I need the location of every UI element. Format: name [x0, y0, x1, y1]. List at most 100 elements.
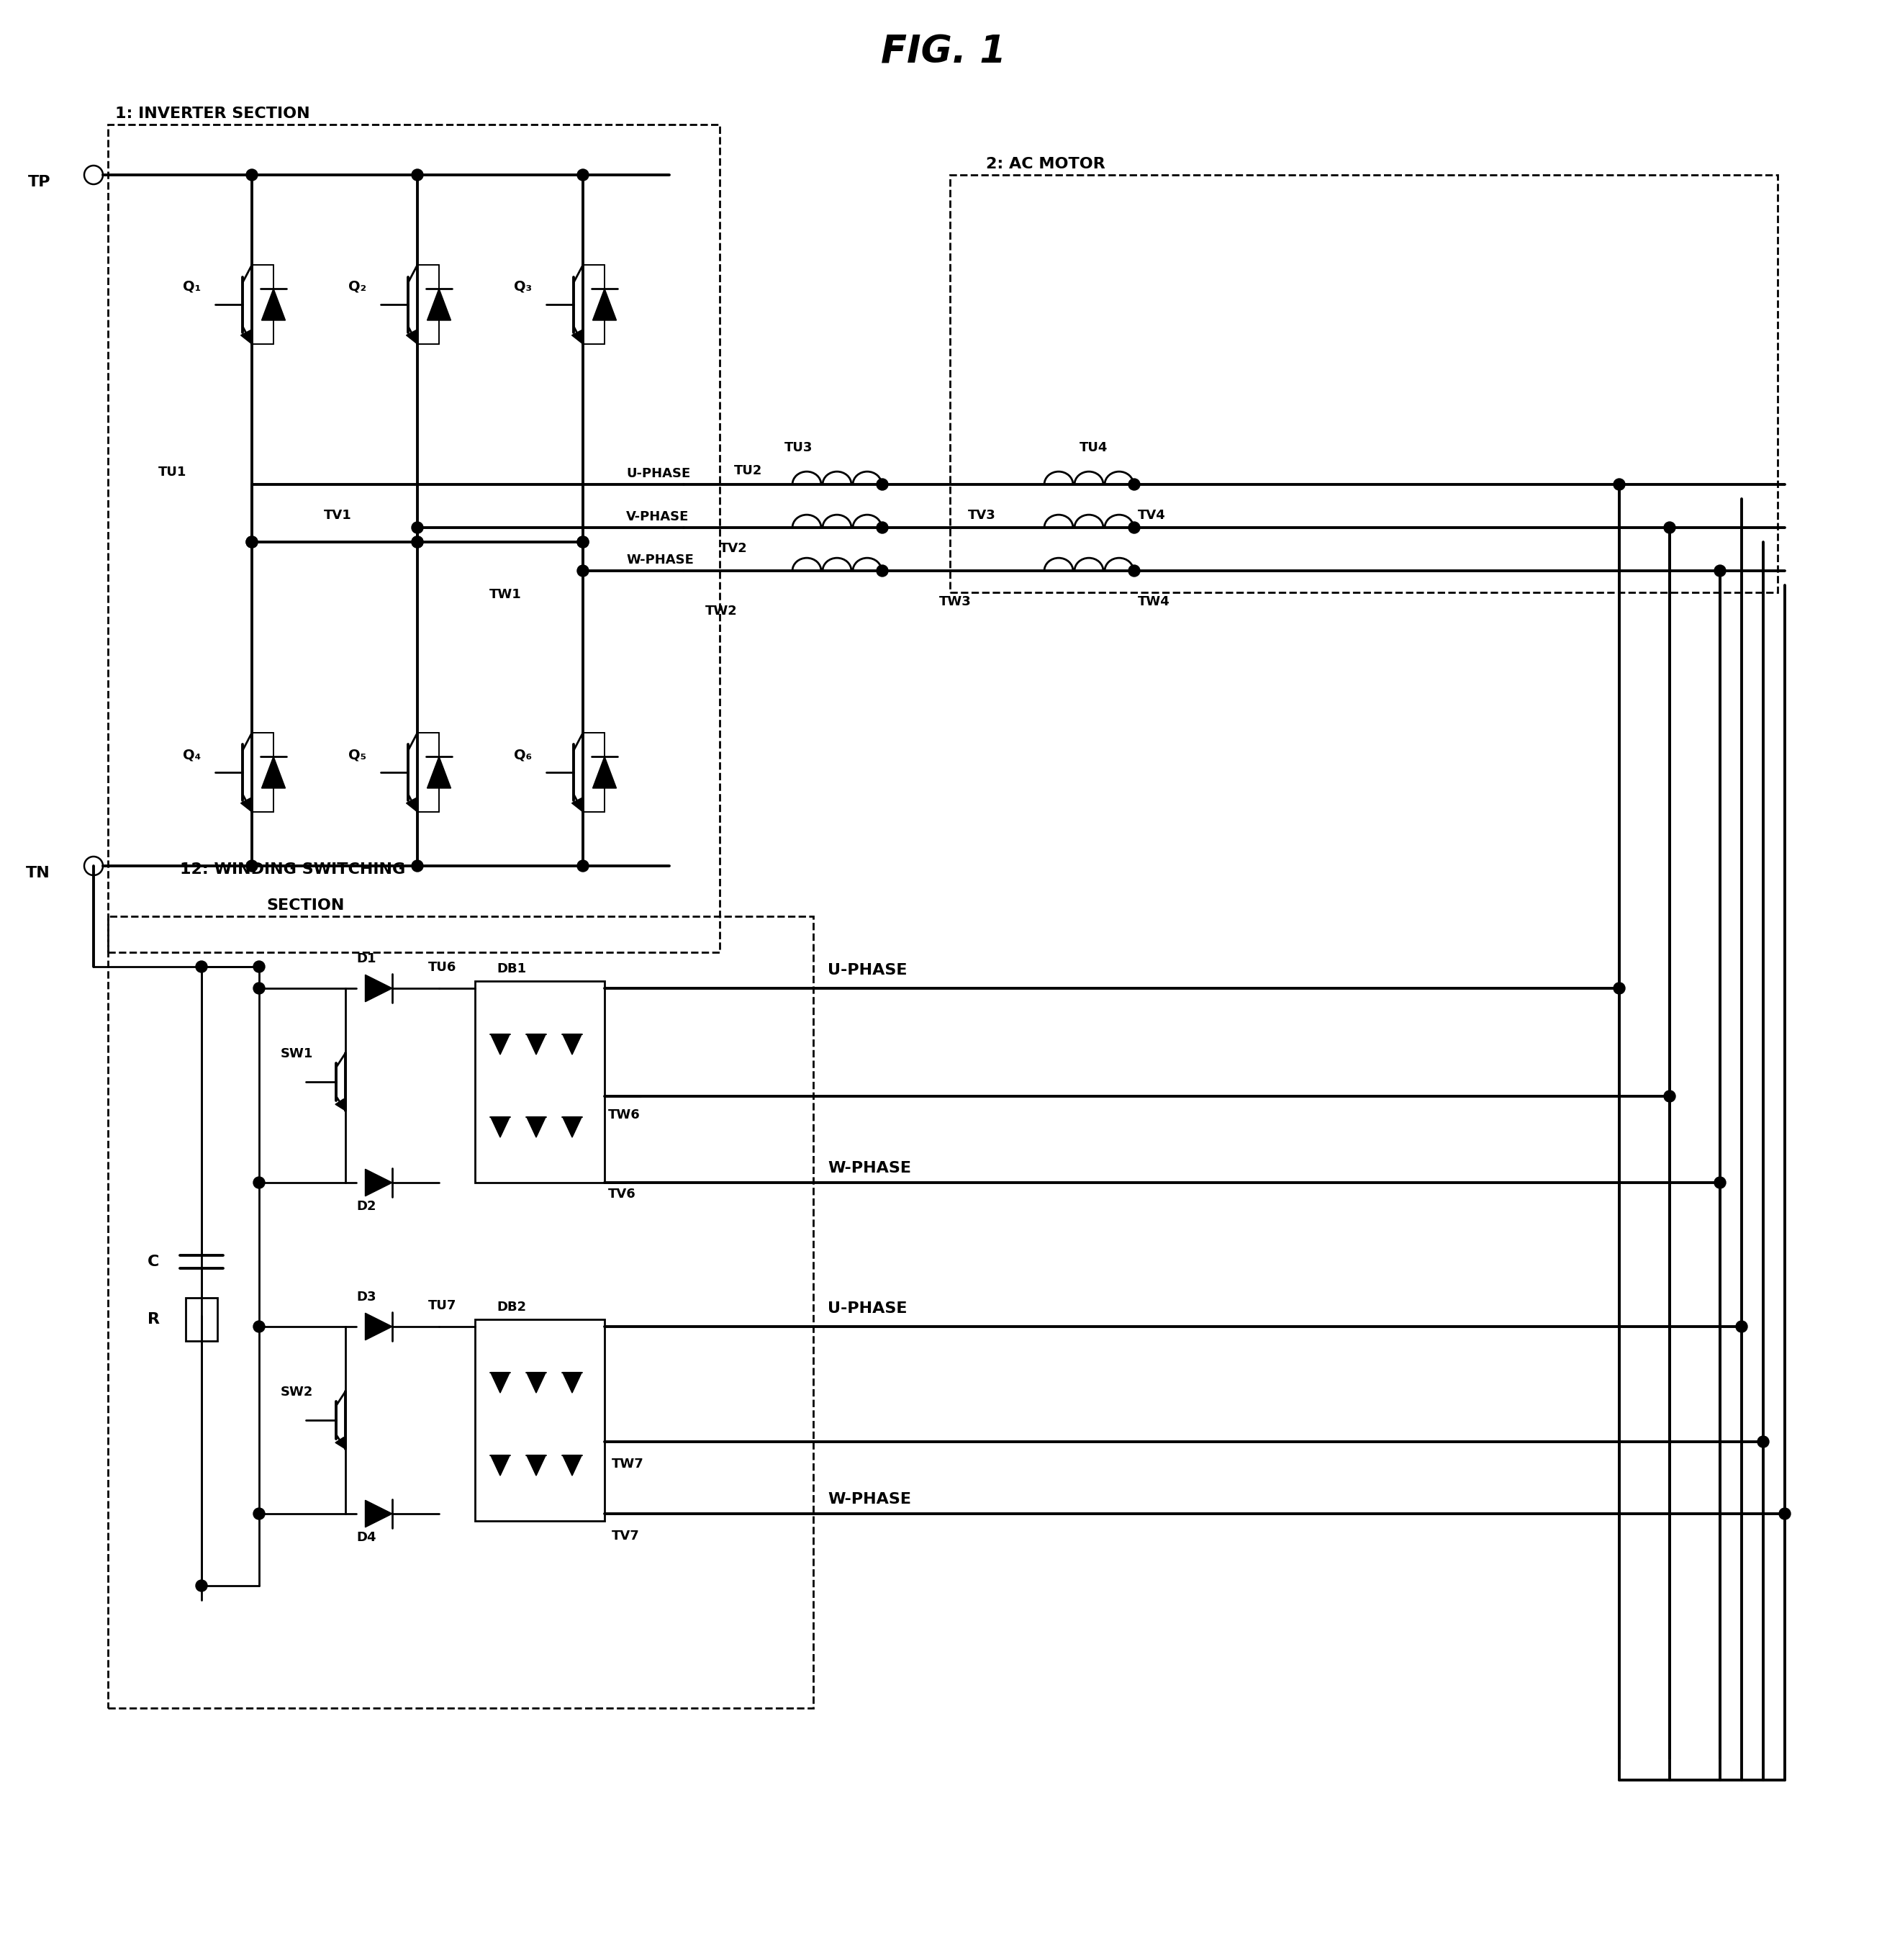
Text: TU6: TU6 [428, 960, 457, 974]
Circle shape [577, 860, 589, 872]
Text: D2: D2 [357, 1200, 376, 1213]
Polygon shape [406, 329, 417, 345]
Text: C: C [147, 1254, 159, 1268]
Text: Q₄: Q₄ [183, 749, 200, 762]
Polygon shape [593, 757, 617, 788]
Text: Q₅: Q₅ [349, 749, 366, 762]
Circle shape [411, 537, 423, 547]
Polygon shape [572, 329, 583, 345]
Text: W-PHASE: W-PHASE [626, 553, 694, 566]
Text: Q₂: Q₂ [349, 280, 366, 294]
Circle shape [577, 537, 589, 547]
Polygon shape [366, 1499, 392, 1527]
Text: TW4: TW4 [1138, 596, 1170, 608]
Circle shape [1128, 478, 1140, 490]
Circle shape [411, 860, 423, 872]
Text: 2: AC MOTOR: 2: AC MOTOR [987, 157, 1106, 171]
Bar [185, 1298, 217, 1341]
Text: SW2: SW2 [281, 1386, 313, 1399]
Circle shape [877, 564, 889, 576]
Polygon shape [242, 329, 251, 345]
Circle shape [253, 960, 264, 972]
Polygon shape [526, 1372, 545, 1394]
Polygon shape [593, 288, 617, 319]
Circle shape [1613, 982, 1625, 994]
Text: U-PHASE: U-PHASE [828, 962, 908, 978]
Text: TW2: TW2 [706, 604, 738, 617]
Bar [476, 1319, 604, 1521]
Text: W-PHASE: W-PHASE [828, 1492, 911, 1507]
Text: TN: TN [26, 866, 51, 880]
Circle shape [577, 169, 589, 180]
Circle shape [253, 1507, 264, 1519]
Circle shape [1664, 1090, 1676, 1102]
Text: SECTION: SECTION [266, 898, 343, 913]
Polygon shape [336, 1437, 345, 1448]
Text: D1: D1 [357, 953, 376, 964]
Circle shape [577, 537, 589, 547]
Circle shape [1664, 521, 1676, 533]
Circle shape [253, 982, 264, 994]
Polygon shape [526, 1117, 545, 1137]
Text: DB2: DB2 [496, 1301, 526, 1313]
Circle shape [253, 1176, 264, 1188]
Polygon shape [366, 1313, 392, 1341]
Circle shape [1128, 521, 1140, 533]
Circle shape [245, 537, 259, 547]
Circle shape [1736, 1321, 1747, 1333]
Text: TU4: TU4 [1079, 441, 1108, 455]
Polygon shape [242, 798, 251, 811]
Text: TV3: TV3 [968, 510, 996, 521]
Text: DB1: DB1 [496, 962, 526, 976]
Text: TW3: TW3 [940, 596, 972, 608]
Polygon shape [406, 798, 417, 811]
Text: TW7: TW7 [611, 1458, 643, 1470]
Bar [108, 125, 719, 953]
Polygon shape [526, 1454, 545, 1476]
Text: U-PHASE: U-PHASE [828, 1301, 908, 1315]
Polygon shape [572, 798, 583, 811]
Polygon shape [262, 757, 285, 788]
Text: TP: TP [28, 174, 51, 190]
Text: R: R [147, 1311, 160, 1327]
Text: Q₆: Q₆ [513, 749, 532, 762]
Polygon shape [366, 974, 392, 1002]
Circle shape [196, 960, 208, 972]
Circle shape [411, 537, 423, 547]
Text: TW6: TW6 [608, 1109, 640, 1121]
Polygon shape [491, 1454, 509, 1476]
Text: TU1: TU1 [159, 466, 187, 478]
Text: FIG. 1: FIG. 1 [881, 33, 1006, 71]
Text: D3: D3 [357, 1290, 376, 1303]
Circle shape [1613, 478, 1625, 490]
Text: Q₃: Q₃ [513, 280, 532, 294]
Polygon shape [426, 757, 451, 788]
Circle shape [411, 521, 423, 533]
Circle shape [1757, 1437, 1768, 1448]
Text: TU3: TU3 [785, 441, 813, 455]
Text: TW1: TW1 [489, 588, 521, 602]
Circle shape [877, 478, 889, 490]
Polygon shape [562, 1117, 581, 1137]
Polygon shape [562, 1035, 581, 1054]
Text: 1: INVERTER SECTION: 1: INVERTER SECTION [115, 106, 309, 122]
Circle shape [253, 1321, 264, 1333]
Polygon shape [336, 1100, 345, 1111]
Polygon shape [262, 288, 285, 319]
Circle shape [1779, 1507, 1791, 1519]
Polygon shape [426, 288, 451, 319]
Text: D4: D4 [357, 1531, 376, 1544]
Circle shape [577, 564, 589, 576]
Bar [108, 915, 813, 1707]
Text: 12: WINDING SWITCHING: 12: WINDING SWITCHING [179, 862, 406, 876]
Polygon shape [562, 1372, 581, 1394]
Polygon shape [562, 1454, 581, 1476]
Text: SW1: SW1 [281, 1047, 313, 1060]
Bar [476, 982, 604, 1182]
Text: TV4: TV4 [1138, 510, 1166, 521]
Polygon shape [526, 1035, 545, 1054]
Polygon shape [366, 1168, 392, 1196]
Text: TU7: TU7 [428, 1299, 457, 1311]
Text: TU2: TU2 [734, 465, 762, 476]
Text: W-PHASE: W-PHASE [828, 1160, 911, 1176]
